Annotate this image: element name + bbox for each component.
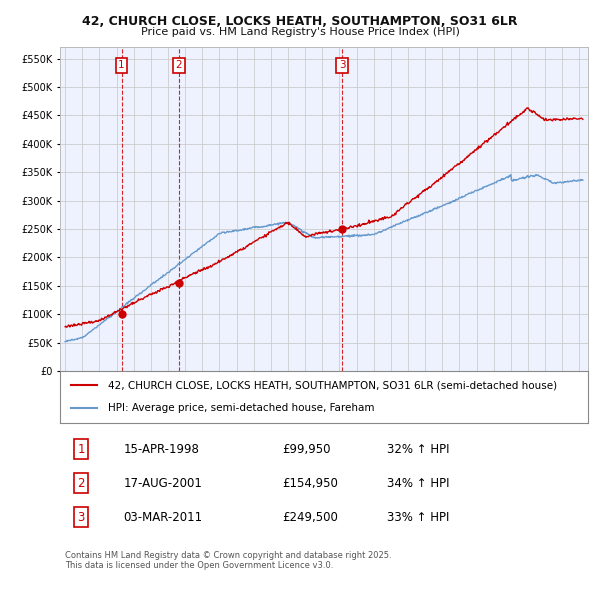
- Text: Price paid vs. HM Land Registry's House Price Index (HPI): Price paid vs. HM Land Registry's House …: [140, 27, 460, 37]
- Text: 3: 3: [339, 60, 346, 70]
- Text: Contains HM Land Registry data © Crown copyright and database right 2025.
This d: Contains HM Land Registry data © Crown c…: [65, 550, 392, 570]
- Text: 3: 3: [77, 510, 85, 523]
- Text: £249,500: £249,500: [282, 510, 338, 523]
- Text: 32% ↑ HPI: 32% ↑ HPI: [388, 443, 450, 456]
- Text: £154,950: £154,950: [282, 477, 338, 490]
- Text: 42, CHURCH CLOSE, LOCKS HEATH, SOUTHAMPTON, SO31 6LR (semi-detached house): 42, CHURCH CLOSE, LOCKS HEATH, SOUTHAMPT…: [107, 381, 557, 391]
- Text: 03-MAR-2011: 03-MAR-2011: [124, 510, 202, 523]
- Text: 1: 1: [77, 443, 85, 456]
- Text: 2: 2: [77, 477, 85, 490]
- Text: 34% ↑ HPI: 34% ↑ HPI: [388, 477, 450, 490]
- Text: 1: 1: [118, 60, 125, 70]
- Text: 42, CHURCH CLOSE, LOCKS HEATH, SOUTHAMPTON, SO31 6LR: 42, CHURCH CLOSE, LOCKS HEATH, SOUTHAMPT…: [82, 15, 518, 28]
- Text: 33% ↑ HPI: 33% ↑ HPI: [388, 510, 450, 523]
- Text: 2: 2: [175, 60, 182, 70]
- Text: 17-AUG-2001: 17-AUG-2001: [124, 477, 202, 490]
- Text: £99,950: £99,950: [282, 443, 330, 456]
- Text: 15-APR-1998: 15-APR-1998: [124, 443, 199, 456]
- Text: HPI: Average price, semi-detached house, Fareham: HPI: Average price, semi-detached house,…: [107, 404, 374, 413]
